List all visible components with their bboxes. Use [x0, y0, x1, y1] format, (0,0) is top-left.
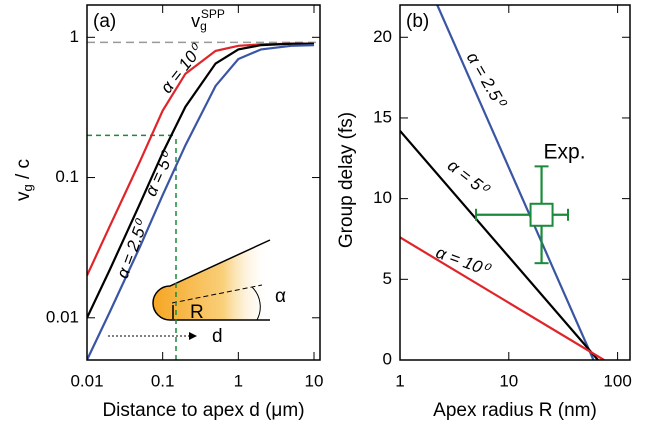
tip-outline — [152, 239, 271, 321]
data-point — [529, 202, 554, 227]
inset-r: R — [190, 302, 204, 323]
series-line — [400, 236, 605, 360]
spp-label: vgSPP — [191, 7, 225, 33]
point-label: Exp. — [544, 140, 586, 163]
series-line — [87, 42, 315, 277]
tip-axis — [171, 284, 263, 304]
x-tick-label: 10 — [305, 371, 324, 390]
tip-shape — [153, 240, 270, 320]
y-tick-label: 0.1 — [55, 167, 79, 186]
inset: R α d — [108, 239, 286, 347]
y-axis-label: Group delay (fs) — [336, 112, 357, 248]
plot-area — [87, 41, 320, 360]
x-tick-label: 1 — [395, 371, 404, 390]
y-tick-label: 10 — [373, 188, 392, 207]
series-line — [87, 42, 315, 319]
y-tick-label: 1 — [70, 27, 79, 46]
series-line — [87, 44, 315, 360]
y-tick-label: 15 — [373, 107, 392, 126]
series-line — [400, 130, 599, 360]
x-tick-label: 0.01 — [70, 371, 103, 390]
inset-alpha: α — [275, 286, 286, 307]
x-tick-label: 100 — [603, 371, 631, 390]
y-tick-label: 5 — [383, 269, 392, 288]
x-tick-label: 0.1 — [151, 371, 175, 390]
inset-d: d — [212, 326, 223, 347]
y-axis-label: vg / c — [13, 159, 35, 201]
x-axis-label: Apex radius R (nm) — [433, 400, 597, 421]
y-tick-label: 0.01 — [46, 307, 79, 326]
plot-frame — [399, 4, 631, 361]
x-tick-label: 1 — [234, 371, 243, 390]
series-label: α = 5⁰ — [444, 156, 493, 200]
y-tick-label: 20 — [373, 27, 392, 46]
x-axis-label: Distance to apex d (μm) — [102, 400, 304, 421]
plot-area — [400, 5, 605, 360]
series-line — [436, 5, 595, 360]
y-tick-label: 0 — [383, 349, 392, 368]
x-tick-label: 10 — [499, 371, 518, 390]
plot-frame — [86, 4, 321, 361]
panel-label: (b) — [406, 11, 429, 32]
angle-arc — [251, 286, 261, 321]
panel-label: (a) — [93, 11, 116, 32]
